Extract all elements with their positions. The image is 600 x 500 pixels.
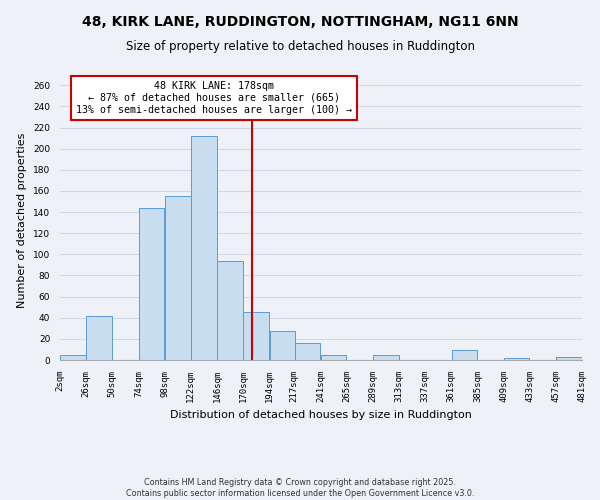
Bar	[452, 350, 477, 360]
Bar	[244, 312, 269, 360]
Bar	[60, 354, 86, 360]
Bar	[165, 196, 191, 360]
Bar	[373, 354, 398, 360]
Bar	[139, 208, 164, 360]
Bar	[504, 358, 529, 360]
Bar	[269, 332, 295, 360]
X-axis label: Distribution of detached houses by size in Ruddington: Distribution of detached houses by size …	[170, 410, 472, 420]
Bar	[191, 136, 217, 360]
Text: 48 KIRK LANE: 178sqm
← 87% of detached houses are smaller (665)
13% of semi-deta: 48 KIRK LANE: 178sqm ← 87% of detached h…	[76, 82, 352, 114]
Bar	[86, 316, 112, 360]
Bar	[321, 354, 346, 360]
Y-axis label: Number of detached properties: Number of detached properties	[17, 132, 28, 308]
Bar	[217, 260, 243, 360]
Text: Size of property relative to detached houses in Ruddington: Size of property relative to detached ho…	[125, 40, 475, 53]
Text: 48, KIRK LANE, RUDDINGTON, NOTTINGHAM, NG11 6NN: 48, KIRK LANE, RUDDINGTON, NOTTINGHAM, N…	[82, 15, 518, 29]
Bar	[295, 343, 320, 360]
Text: Contains HM Land Registry data © Crown copyright and database right 2025.
Contai: Contains HM Land Registry data © Crown c…	[126, 478, 474, 498]
Bar	[556, 357, 582, 360]
